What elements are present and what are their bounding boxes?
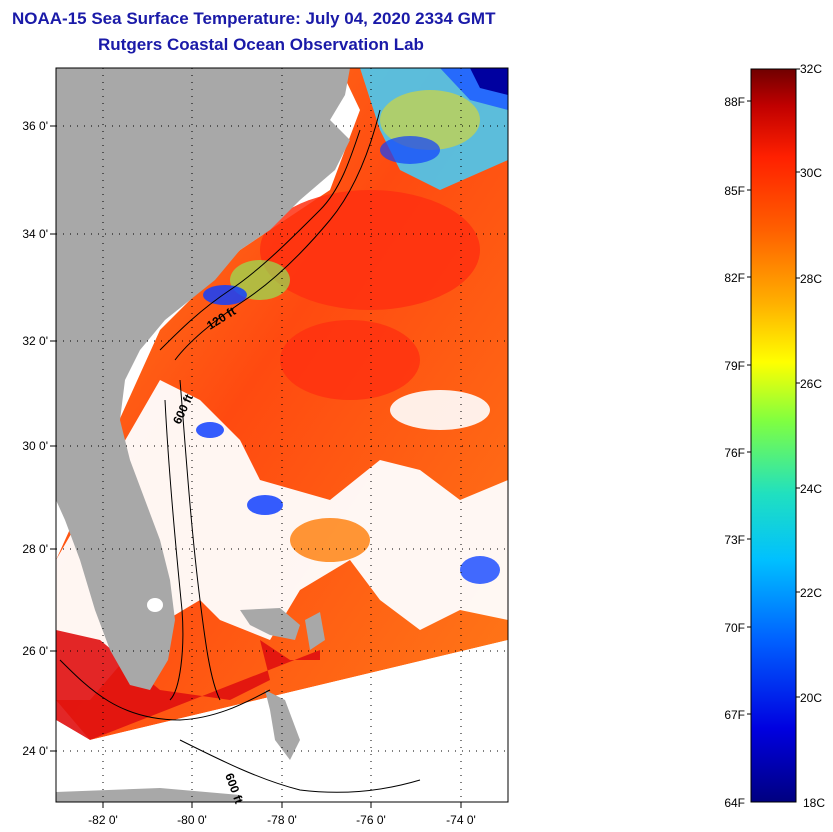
colorbar-c-label: 26C (800, 377, 822, 391)
lon-label: -82 0' (88, 813, 118, 827)
land-mainland (56, 68, 350, 690)
lon-label: -80 0' (177, 813, 207, 827)
colorbar-bottom-c-label: 18C (803, 796, 825, 810)
lat-label: 30 0' (22, 439, 48, 453)
colorbar-c-label: 28C (800, 272, 822, 286)
colorbar-f-label: 73F (724, 533, 745, 547)
lake-okeechobee (147, 598, 163, 612)
colorbar-c-label: 30C (800, 166, 822, 180)
colorbar-f-label: 82F (724, 271, 745, 285)
lon-label: -74 0' (446, 813, 476, 827)
lat-label: 36 0' (22, 119, 48, 133)
warm-core-central (280, 320, 420, 400)
contour-120ft (159, 129, 361, 351)
lat-label: 28 0' (22, 542, 48, 556)
lat-label: 26 0' (22, 644, 48, 658)
map-title: NOAA-15 Sea Surface Temperature: July 04… (12, 9, 496, 28)
lat-label: 24 0' (22, 744, 48, 758)
map-subtitle: Rutgers Coastal Ocean Observation Lab (98, 35, 424, 54)
colorbar-top-label: 32C (800, 62, 822, 76)
colorbar-c-label: 22C (800, 586, 822, 600)
land-cuba (56, 788, 240, 802)
colorbar-f-label: 85F (724, 184, 745, 198)
warm-waters-south (56, 630, 320, 740)
warm-core-north (260, 190, 480, 310)
colorbar-c-label: 24C (800, 482, 822, 496)
lon-label: -76 0' (356, 813, 386, 827)
colorbar (750, 68, 797, 803)
colorbar-f-label: 79F (724, 359, 745, 373)
axis-ticks (50, 125, 462, 808)
land-bahamas (240, 608, 300, 640)
lat-label: 34 0' (22, 227, 48, 241)
colorbar-f-label: 67F (724, 708, 745, 722)
colorbar-f-label: 76F (724, 446, 745, 460)
contour-600ft (174, 109, 381, 361)
colorbar-c-label: 20C (800, 691, 822, 705)
colorbar-f-label: 70F (724, 621, 745, 635)
colorbar-f-label: 88F (724, 95, 745, 109)
lon-label: -78 0' (267, 813, 297, 827)
colorbar-ticks (747, 68, 800, 715)
colorbar-bottom-f-label: 64F (724, 796, 745, 810)
lat-label: 32 0' (22, 334, 48, 348)
map-layer (56, 68, 508, 802)
